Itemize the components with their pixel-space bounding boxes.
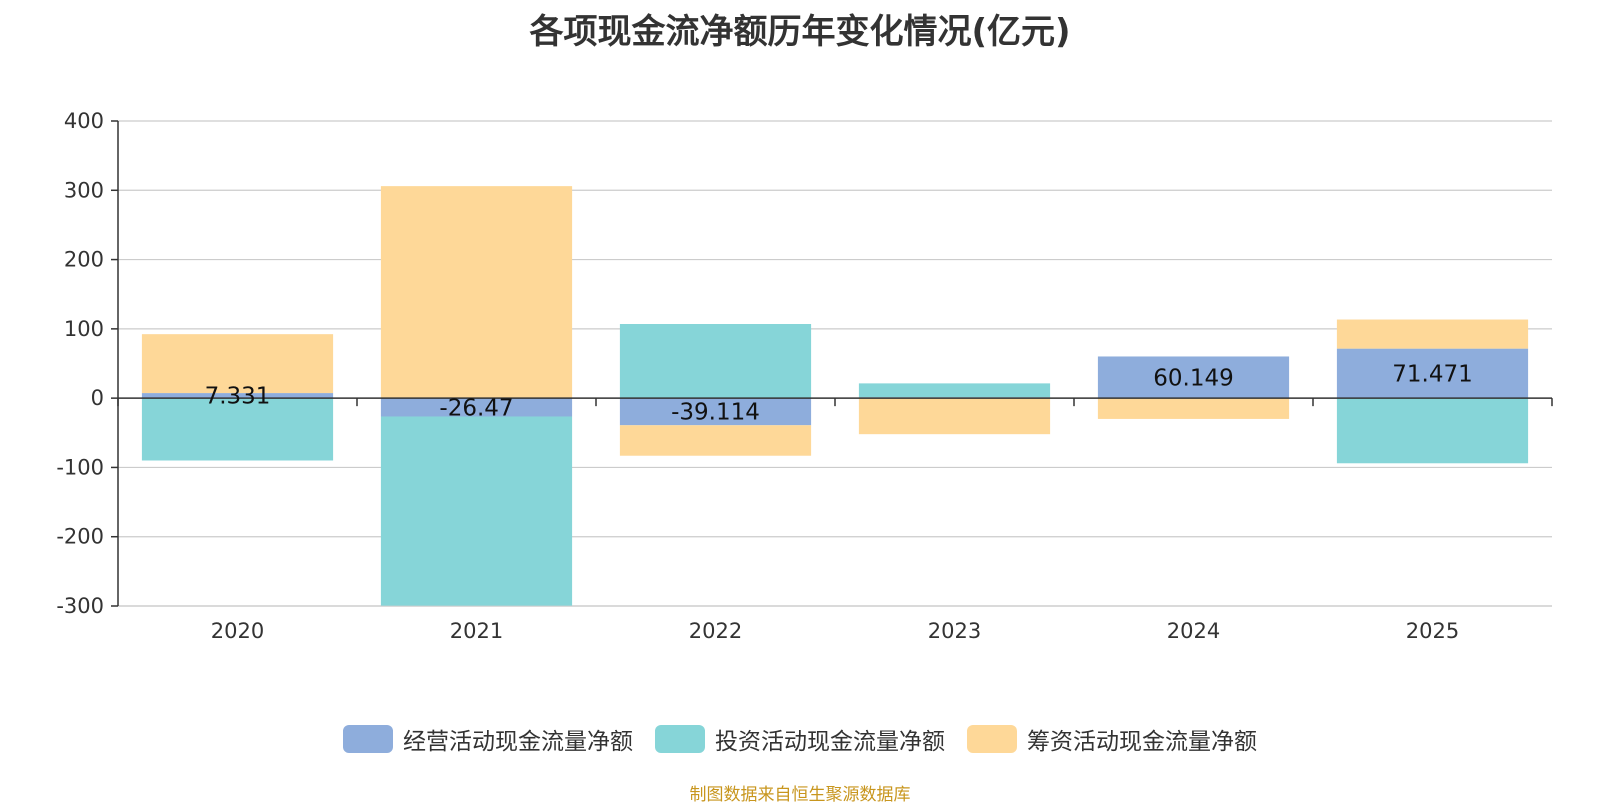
- bar-financing-2021: [380, 186, 573, 399]
- bar-operating-2020: [141, 393, 334, 399]
- y-tick-label: -200: [56, 525, 104, 549]
- bar-operating-2022: [619, 398, 812, 426]
- y-tick-label: -300: [56, 594, 104, 618]
- bar-operating-2024: [1097, 356, 1290, 399]
- bar-investing-2025: [1336, 398, 1529, 464]
- y-tick-label: 300: [64, 178, 104, 202]
- x-tick-label: 2021: [450, 619, 503, 643]
- data-label-operating-2025: 71.471: [1392, 361, 1472, 387]
- bar-financing-2024: [1097, 398, 1290, 419]
- data-label-operating-2024: 60.149: [1153, 365, 1233, 391]
- bar-investing-2020: [141, 398, 334, 461]
- y-tick-label: -100: [56, 455, 104, 479]
- data-label-operating-2021: -26.47: [439, 395, 513, 421]
- chart-title: 各项现金流净额历年变化情况(亿元): [529, 12, 1071, 52]
- y-tick-label: 100: [64, 317, 104, 341]
- bar-investing-2023: [858, 383, 1051, 398]
- bar-financing-2023: [858, 398, 1051, 435]
- legend-item-financing[interactable]: 筹资活动现金流量净额: [967, 722, 1257, 756]
- source-note: 制图数据来自恒生聚源数据库: [689, 785, 911, 805]
- grid-lines: [118, 120, 1552, 607]
- x-tick-label: 2022: [689, 619, 742, 643]
- x-tick-label: 2023: [928, 619, 981, 643]
- y-tick-label: 400: [64, 109, 104, 133]
- legend-swatch-investing: [655, 725, 705, 753]
- data-label-operating-2020: 7.331: [205, 384, 271, 410]
- legend-item-investing[interactable]: 投资活动现金流量净额: [655, 722, 945, 756]
- legend-label-financing: 筹资活动现金流量净额: [1027, 729, 1257, 755]
- bar-investing-2022: [619, 324, 812, 399]
- legend-swatch-financing: [967, 725, 1017, 753]
- x-tick-label: 2020: [211, 619, 264, 643]
- bar-operating-2025: [1336, 348, 1529, 399]
- y-tick-label: 0: [91, 386, 104, 410]
- axes: [111, 120, 1553, 607]
- bar-investing-2021: [380, 416, 573, 606]
- data-label-operating-2022: -39.114: [671, 400, 760, 426]
- legend-label-investing: 投资活动现金流量净额: [715, 729, 945, 755]
- legend-swatch-operating: [343, 725, 393, 753]
- legend-item-operating[interactable]: 经营活动现金流量净额: [343, 722, 633, 756]
- y-tick-label: 200: [64, 248, 104, 272]
- bar-financing-2022: [619, 425, 812, 456]
- x-tick-label: 2025: [1406, 619, 1459, 643]
- bar-financing-2025: [1336, 319, 1529, 349]
- bar-financing-2020: [141, 334, 334, 394]
- legend-label-operating: 经营活动现金流量净额: [403, 729, 633, 755]
- bar-operating-2021: [380, 398, 573, 417]
- x-tick-label: 2024: [1167, 619, 1220, 643]
- legend: 经营活动现金流量净额 投资活动现金流量净额 筹资活动现金流量净额: [0, 722, 1600, 756]
- labels: 400 300 200 100 0 -100 -200 -300 7.331 2020 -26.47…: [56, 109, 1472, 643]
- bars: [141, 186, 1529, 606]
